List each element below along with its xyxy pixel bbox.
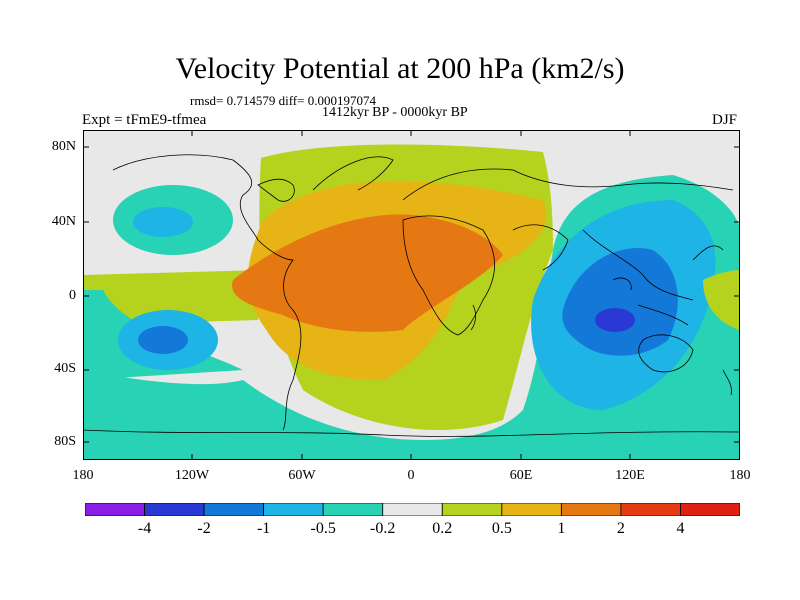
negative-field-1 [562, 248, 678, 356]
colorbar [85, 503, 740, 516]
colorbar-swatch [382, 503, 443, 516]
colorbar-swatch [144, 503, 205, 516]
colorbar-label: 2 [616, 520, 625, 537]
colorbar-swatch [263, 503, 324, 516]
experiment-label: Expt = tFmE9-tfmea [82, 112, 207, 128]
y-tick-label: 0 [69, 288, 76, 303]
colorbar-label: -0.2 [370, 520, 396, 537]
colorbar-swatch [85, 503, 145, 516]
x-tick-label: 120W [174, 468, 210, 483]
y-tick-label: 80N [51, 139, 76, 154]
y-tick-label: 80S [54, 434, 76, 449]
y-ticks [83, 146, 740, 443]
negative-field-2 [595, 308, 635, 332]
colorbar-swatch [680, 503, 740, 516]
coastlines [83, 154, 740, 437]
colorbar-swatch [501, 503, 562, 516]
y-tick-label: 40S [54, 361, 76, 376]
positive-field-1 [232, 214, 504, 332]
colorbar-swatch [560, 503, 622, 516]
colorbar-swatch [203, 503, 265, 516]
map-title: Velocity Potential at 200 hPa (km2/s) [175, 52, 625, 85]
positive-field-west [83, 270, 263, 325]
colorbar-label: -2 [197, 520, 211, 537]
y-tick-label: 40N [51, 214, 76, 229]
colorbar-label: 0.2 [432, 520, 453, 537]
colorbar-label: -4 [137, 520, 152, 537]
x-ticks [191, 130, 631, 460]
colorbar-swatch [322, 503, 384, 516]
colorbar-swatch [620, 503, 681, 516]
x-tick-label: 60E [509, 468, 533, 483]
colorbar-label: 4 [676, 520, 685, 537]
colorbar-label: 0.5 [491, 520, 512, 537]
colorbar-swatch [441, 503, 503, 516]
negative-anomaly-spacific-inner [138, 326, 188, 354]
x-tick-label: 180 [72, 468, 94, 483]
x-tick-label: 60W [288, 468, 316, 483]
colorbar-label: 1 [557, 520, 566, 537]
x-tick-label: 0 [407, 468, 415, 483]
positive-field-east [703, 270, 740, 330]
x-tick-label: 120E [615, 468, 645, 483]
season-label: DJF [712, 112, 738, 128]
map-plot [83, 130, 740, 460]
colorbar-label: -1 [256, 520, 271, 537]
colorbar-label: -0.5 [310, 520, 336, 537]
negative-anomaly-npacific-inner [133, 207, 193, 237]
period-label: 1412kyr BP - 0000kyr BP [322, 105, 468, 120]
x-tick-label: 180 [729, 468, 751, 483]
statistics-label: rmsd= 0.714579 diff= 0.000197074 [190, 93, 376, 108]
